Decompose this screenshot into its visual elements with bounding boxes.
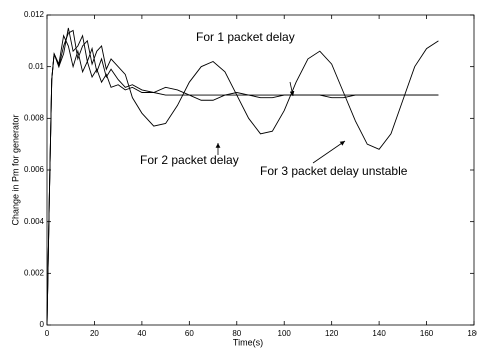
annotation: For 1 packet delay (196, 30, 295, 44)
y-tick-label: 0.002 (24, 268, 45, 277)
x-tick-label: 80 (232, 329, 241, 338)
x-tick-label: 20 (90, 329, 99, 338)
x-tick-label: 0 (45, 329, 50, 338)
y-tick-label: 0 (40, 320, 45, 329)
x-tick-label: 100 (278, 329, 292, 338)
x-tick-label: 160 (420, 329, 434, 338)
x-tick-label: 180 (467, 329, 477, 338)
y-tick-label: 0.01 (28, 62, 44, 71)
series-line (46, 27, 439, 326)
x-tick-label: 140 (372, 329, 386, 338)
y-tick-label: 0.012 (24, 10, 45, 19)
annotation-arrow (289, 81, 295, 97)
y-tick-label: 0.004 (24, 217, 45, 226)
x-tick-label: 40 (137, 329, 146, 338)
x-axis-label: Time(s) (233, 337, 263, 347)
annotation-arrow (312, 140, 346, 164)
x-tick-label: 120 (325, 329, 339, 338)
y-tick-label: 0.006 (24, 165, 45, 174)
annotation: For 2 packet delay (140, 153, 239, 167)
annotation: For 3 packet delay unstable (260, 164, 408, 178)
y-axis-label: Change in Pm for generator (10, 114, 20, 225)
series-line (46, 34, 439, 326)
series-line (46, 29, 439, 326)
x-tick-label: 60 (185, 329, 194, 338)
y-tick-label: 0.008 (24, 113, 45, 122)
